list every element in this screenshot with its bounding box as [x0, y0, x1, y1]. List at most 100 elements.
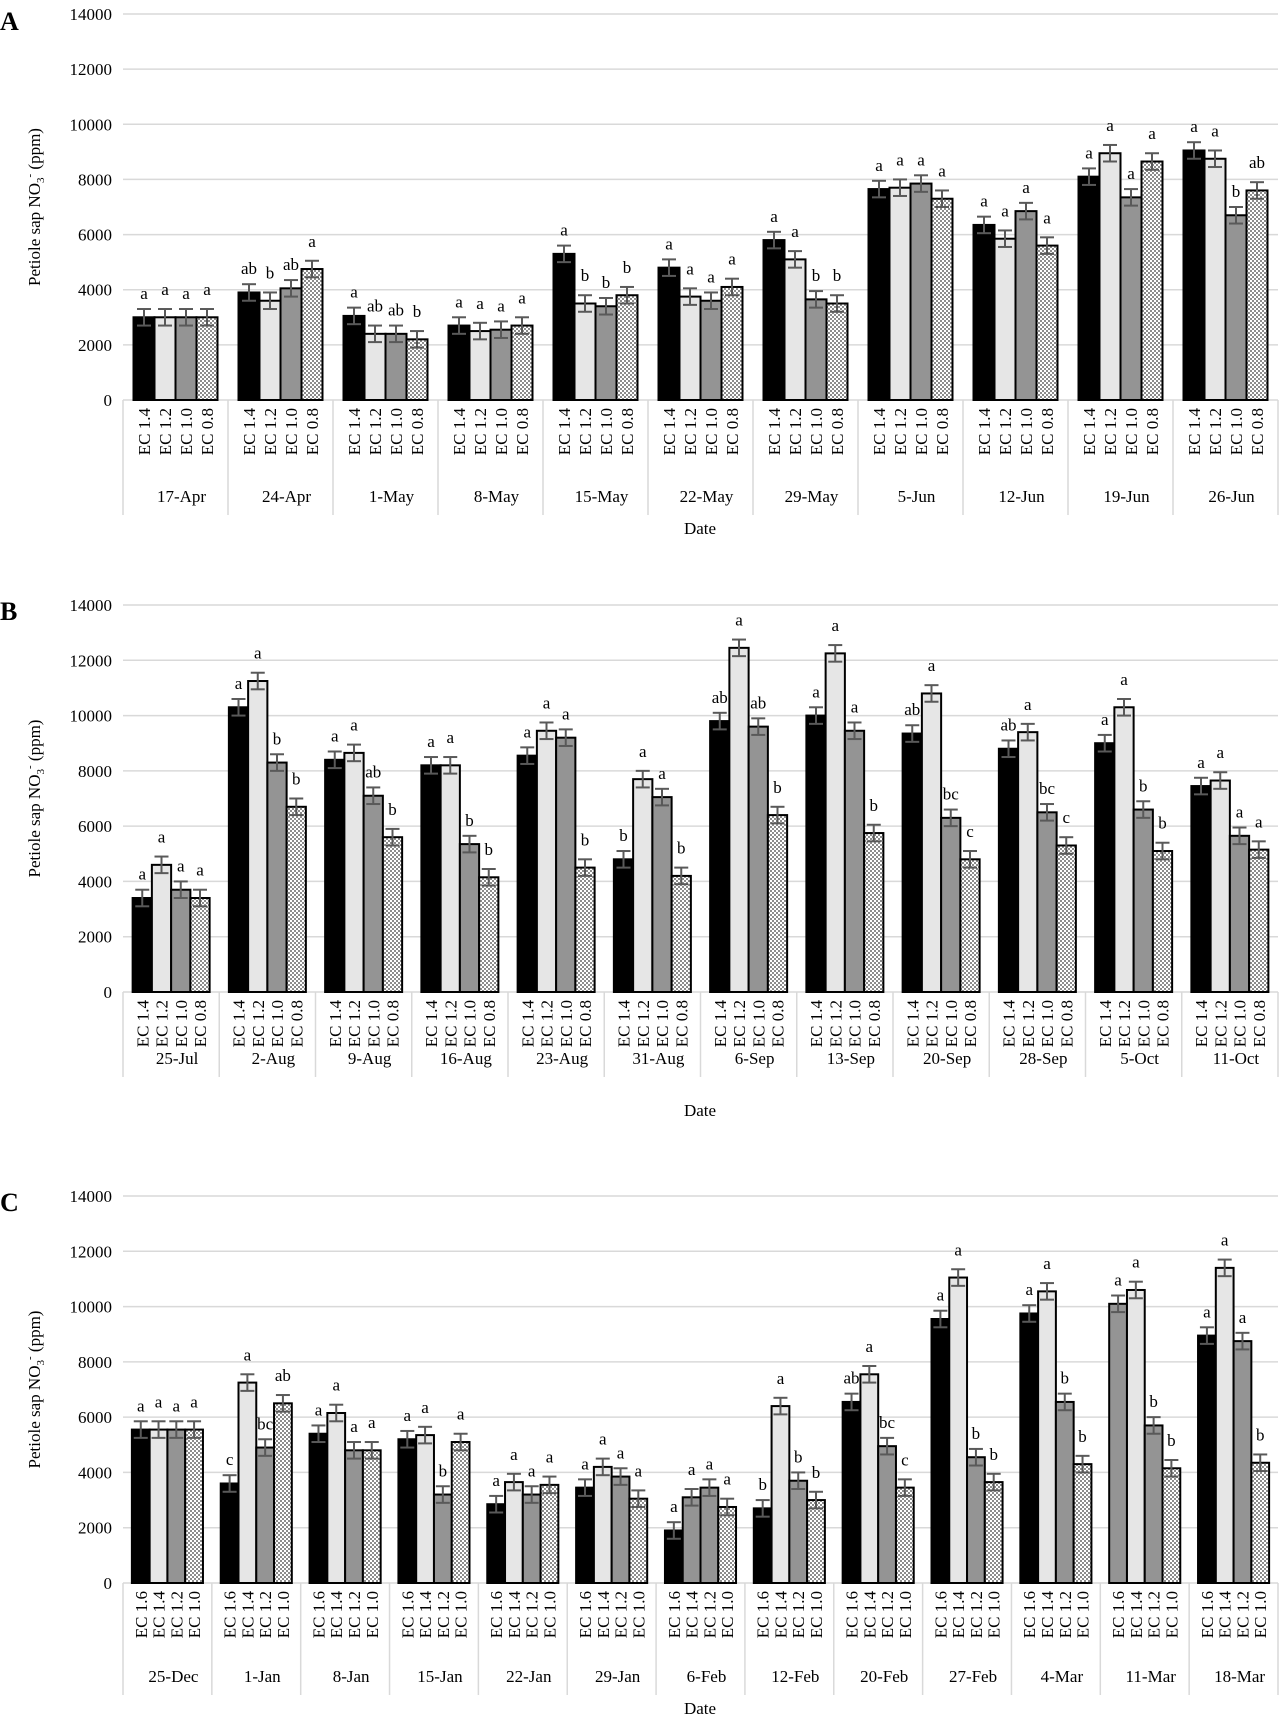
treatment-label: EC 1.6: [132, 1591, 151, 1638]
treatment-label: EC 1.4: [660, 408, 679, 456]
significance-letter: a: [1001, 201, 1009, 220]
treatment-label: EC 0.8: [769, 1000, 788, 1047]
significance-letter: a: [350, 716, 358, 735]
treatment-label: EC 0.8: [672, 1000, 691, 1047]
treatment-label: EC 0.8: [1248, 408, 1267, 455]
treatment-label: EC 1.0: [492, 408, 511, 455]
date-label: 8-Jan: [333, 1667, 370, 1686]
x-axis-title: Date: [684, 519, 716, 538]
significance-letter: a: [528, 1461, 536, 1480]
bar: [859, 1373, 880, 1584]
bar: [468, 330, 492, 402]
bar: [1232, 1340, 1253, 1584]
bar: [324, 758, 346, 993]
significance-letter: a: [140, 284, 148, 303]
treatment-label: EC 1.4: [975, 408, 994, 456]
bar: [1132, 808, 1154, 993]
treatment-label: EC 1.4: [683, 1591, 702, 1639]
bar: [825, 302, 849, 401]
bar: [788, 1479, 809, 1585]
date-label: 26-Jun: [1208, 487, 1255, 506]
treatment-label: EC 1.2: [634, 1000, 653, 1047]
y-tick-label: 8000: [78, 170, 112, 189]
significance-letter: a: [917, 150, 925, 169]
bar: [1197, 1334, 1217, 1584]
y-tick-label: 0: [104, 1574, 113, 1593]
significance-letter: ab: [1249, 153, 1265, 172]
y-tick-label: 8000: [78, 762, 112, 781]
bar: [510, 324, 534, 401]
significance-letter: b: [1158, 814, 1167, 833]
treatment-label: EC 0.8: [480, 1000, 499, 1047]
bar: [752, 1507, 773, 1584]
treatment-label: EC 1.2: [1145, 1591, 1164, 1638]
bar: [747, 725, 769, 994]
bar: [805, 714, 827, 993]
significance-letter: a: [446, 728, 454, 747]
bar: [174, 316, 198, 401]
treatment-label: EC 1.4: [1038, 1591, 1057, 1639]
significance-letter: a: [896, 150, 904, 169]
y-axis-title-unit: (ppm): [25, 720, 44, 766]
bar: [486, 1503, 507, 1585]
bar-group-17-Apr: a EC 1.4 a EC 1.2 a EC 1.0 a EC 0.8 17-Apr: [132, 280, 219, 506]
y-tick-label: 12000: [70, 651, 113, 670]
bar: [766, 814, 789, 993]
bar: [266, 761, 288, 993]
significance-letter: a: [875, 156, 883, 175]
bar: [762, 239, 786, 401]
bar: [1094, 742, 1116, 994]
treatment-label: EC 0.8: [961, 1000, 980, 1047]
significance-letter: b: [465, 811, 474, 830]
bar: [361, 1449, 382, 1585]
bar: [343, 751, 365, 993]
bar: [670, 874, 692, 994]
bar: [1098, 152, 1122, 401]
treatment-label: EC 1.0: [718, 1591, 737, 1638]
significance-letter: a: [1085, 143, 1093, 162]
significance-letter: ab: [283, 255, 299, 274]
significance-letter: bc: [879, 1413, 896, 1432]
significance-letter: a: [1043, 1254, 1051, 1273]
y-tick-label: 12000: [70, 1242, 113, 1261]
y-axis-title-main: Petiole sap NO: [25, 775, 44, 878]
significance-letter: a: [138, 865, 146, 884]
y-axis-title-sub: 3: [35, 1360, 47, 1366]
bar: [1250, 1461, 1271, 1584]
bar-group-25-Jul: a EC 1.4 a EC 1.2 a EC 1.0 a EC 0.8 25-Jul: [131, 828, 211, 1068]
treatment-label: EC 1.4: [765, 408, 784, 456]
bar: [458, 843, 481, 993]
treatment-label: EC 1.0: [985, 1591, 1004, 1638]
bar: [227, 706, 250, 993]
significance-letter: a: [331, 727, 339, 746]
treatment-label: EC 1.2: [789, 1591, 808, 1638]
panel-c: C 0 2000 4000 6000 8000 10000 12000 14000 Petiole…: [0, 1187, 1279, 1718]
treatment-label: EC 1.6: [576, 1591, 595, 1638]
treatment-label: EC 1.6: [665, 1591, 684, 1638]
bar: [573, 302, 597, 401]
bar: [1151, 850, 1174, 993]
bar: [237, 1381, 258, 1584]
bar: [381, 836, 404, 994]
significance-letter: a: [1127, 164, 1135, 183]
treatment-label: EC 0.8: [303, 408, 322, 455]
significance-letter: a: [523, 722, 531, 741]
significance-letter: a: [980, 192, 988, 211]
treatment-label: EC 1.4: [327, 1591, 346, 1639]
significance-letter: a: [254, 644, 262, 663]
bar: [148, 1428, 169, 1585]
date-label: 4-Mar: [1041, 1667, 1084, 1686]
bar: [447, 324, 471, 401]
bar: [592, 1465, 613, 1585]
treatment-label: EC 0.8: [618, 408, 637, 455]
significance-letter: a: [706, 1454, 714, 1473]
significance-letter: a: [1022, 178, 1030, 197]
significance-letter: a: [158, 828, 166, 847]
bar: [397, 1438, 418, 1585]
bar-group-27-Feb: a EC 1.6 a EC 1.4 b EC 1.2 b EC 1.0 27-Feb: [930, 1240, 1004, 1686]
bar-group-15-May: a EC 1.4 b EC 1.2 b EC 1.0 b EC 0.8 15-May: [552, 221, 639, 506]
bar: [594, 305, 618, 401]
significance-letter: a: [235, 674, 243, 693]
y-tick-label: 2000: [78, 928, 112, 947]
significance-letter: a: [203, 280, 211, 299]
